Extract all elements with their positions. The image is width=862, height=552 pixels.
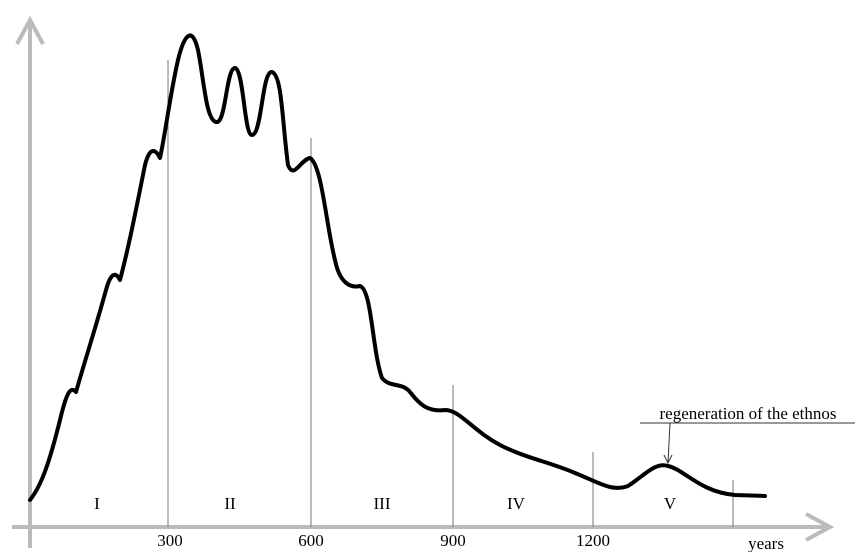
phase-label: V [664,494,677,513]
annotation: regeneration of the ethnos [659,404,836,423]
phase-label: III [374,494,391,513]
y-arrow [15,15,45,45]
phase-dividers [167,60,734,527]
phase-label: I [94,494,100,513]
x-axis-label: years [748,534,784,552]
x-tick-label: 300 [157,531,183,550]
x-arrow [805,512,835,542]
annotation-pointer [640,422,855,465]
ethnos-curve [28,33,767,502]
phase-label: II [224,494,236,513]
axes [12,15,835,548]
x-tick-label: 600 [298,531,324,550]
x-tick-label: 1200 [576,531,610,550]
phase-label: IV [507,494,526,513]
annotation-leader [667,422,671,464]
x-tick-label: 900 [440,531,466,550]
annotation-arrowhead [663,454,673,465]
